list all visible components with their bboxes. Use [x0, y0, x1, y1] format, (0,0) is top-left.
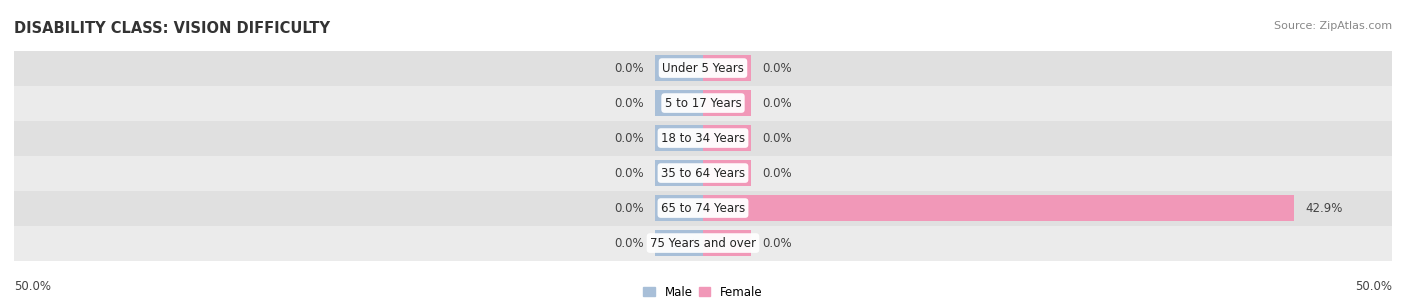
- Text: 0.0%: 0.0%: [614, 167, 644, 180]
- Text: 50.0%: 50.0%: [1355, 280, 1392, 293]
- Text: 18 to 34 Years: 18 to 34 Years: [661, 131, 745, 145]
- Bar: [655, 56, 703, 81]
- Text: 0.0%: 0.0%: [614, 62, 644, 74]
- Bar: [703, 125, 751, 151]
- Text: 0.0%: 0.0%: [614, 97, 644, 109]
- Bar: [655, 196, 703, 221]
- Text: 0.0%: 0.0%: [614, 131, 644, 145]
- Text: 0.0%: 0.0%: [614, 237, 644, 249]
- Text: 0.0%: 0.0%: [762, 167, 792, 180]
- Bar: [703, 91, 751, 116]
- Text: 75 Years and over: 75 Years and over: [650, 237, 756, 249]
- Text: Source: ZipAtlas.com: Source: ZipAtlas.com: [1274, 21, 1392, 31]
- Text: 65 to 74 Years: 65 to 74 Years: [661, 202, 745, 214]
- Bar: [655, 91, 703, 116]
- Bar: [14, 156, 1392, 191]
- Bar: [655, 125, 703, 151]
- Text: 42.9%: 42.9%: [1305, 202, 1343, 214]
- Bar: [14, 191, 1392, 226]
- Text: 0.0%: 0.0%: [614, 202, 644, 214]
- Text: 50.0%: 50.0%: [14, 280, 51, 293]
- Text: DISABILITY CLASS: VISION DIFFICULTY: DISABILITY CLASS: VISION DIFFICULTY: [14, 21, 330, 36]
- Legend: Male, Female: Male, Female: [638, 281, 768, 303]
- Bar: [655, 160, 703, 186]
- Bar: [655, 231, 703, 256]
- Bar: [703, 160, 751, 186]
- Bar: [14, 120, 1392, 156]
- Bar: [703, 196, 751, 221]
- Text: Under 5 Years: Under 5 Years: [662, 62, 744, 74]
- Bar: [14, 51, 1392, 85]
- Text: 0.0%: 0.0%: [762, 97, 792, 109]
- Text: 35 to 64 Years: 35 to 64 Years: [661, 167, 745, 180]
- Text: 0.0%: 0.0%: [762, 62, 792, 74]
- Text: 0.0%: 0.0%: [762, 237, 792, 249]
- Bar: [14, 85, 1392, 120]
- Bar: [14, 226, 1392, 260]
- Bar: [703, 56, 751, 81]
- Text: 5 to 17 Years: 5 to 17 Years: [665, 97, 741, 109]
- Bar: [703, 231, 751, 256]
- Bar: [703, 196, 1294, 221]
- Text: 0.0%: 0.0%: [762, 131, 792, 145]
